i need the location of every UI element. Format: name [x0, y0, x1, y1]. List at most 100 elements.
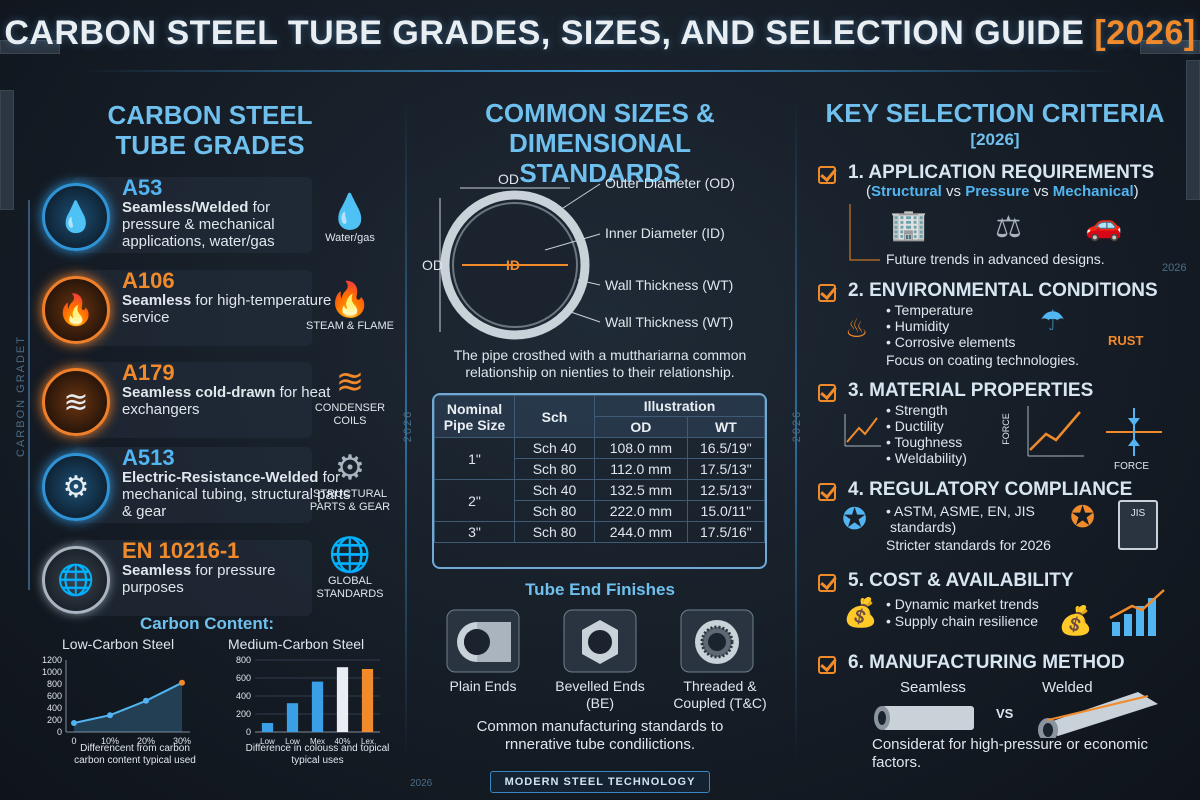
grade-a513: ⚙ A513 Electric-Resistance-Welded for me… — [42, 445, 372, 537]
criterion-bullet: • Dynamic market trends — [886, 596, 1039, 612]
force-graph-icon — [1027, 406, 1084, 457]
criterion-bullet: • Weldability) — [886, 450, 967, 466]
y-tick-label: 800 — [236, 655, 251, 665]
criterion-title: 1. APPLICATION REQUIREMENTS — [848, 162, 1155, 183]
finish-label-threaded: Threaded & Coupled (T&C) — [673, 678, 767, 711]
globe-icon: 🌐 — [42, 546, 110, 614]
page-title: CARBON STEEL TUBE GRADES, SIZES, AND SEL… — [4, 14, 1196, 52]
grade-name: A106 — [122, 268, 175, 293]
leader-line — [564, 309, 601, 323]
table-cell-wt: 17.5/13" — [686, 458, 765, 480]
criteria-heading: KEY SELECTION CRITERIA — [825, 98, 1165, 128]
table-cell-nps: 3" — [434, 521, 515, 543]
grade-en10216: 🌐 EN 10216-1 Seamless for pressure purpo… — [42, 538, 372, 630]
y-tick-label: 400 — [47, 703, 62, 713]
checkbox-icon — [818, 483, 836, 501]
table-header-illustration: Illustration — [594, 395, 765, 417]
title-underline — [80, 70, 1120, 72]
x-tick-label: 40% — [334, 737, 350, 746]
table-header-od: OD — [594, 416, 688, 438]
bottom-tag: MODERN STEEL TECHNOLOGY — [490, 771, 710, 793]
low-carbon-chart: 1200 1000 800 600 400 200 00 10% 20% 30% — [42, 655, 191, 746]
table-cell-od: 108.0 mm — [594, 437, 688, 459]
heat-icon: ♨ — [845, 313, 869, 343]
table-cell-wt: 15.0/11" — [686, 500, 765, 522]
criterion-subtitle: (Structural vs Pressure vs Mechanical) — [866, 183, 1139, 200]
checkbox-icon — [818, 284, 836, 302]
table-cell-sch: Sch 80 — [514, 500, 595, 522]
plain-end-icon — [446, 609, 520, 673]
gears-icon: ⚙ — [334, 449, 366, 487]
checkbox-icon — [818, 574, 836, 592]
criterion-note: Stricter standards for 2026 — [886, 537, 1051, 553]
table-header-sch: Sch — [514, 395, 595, 438]
grade-name: A179 — [122, 360, 175, 385]
leader-line — [577, 279, 601, 286]
growth-bars-icon — [1109, 589, 1165, 636]
application-condenser: ≋ CONDENSER COILS — [305, 362, 395, 428]
water-drops-icon: 💧 — [328, 193, 372, 231]
leader-line — [559, 183, 601, 211]
buildings-icon: 🏢 — [890, 209, 928, 242]
leader-line — [544, 233, 601, 251]
valve-icon: ⚖ — [995, 211, 1022, 244]
column-divider — [405, 100, 407, 760]
grade-description: Seamless cold-drawn for heat exchangers — [122, 384, 331, 418]
table-header-nps: Nominal Pipe Size — [434, 395, 515, 438]
seamless-tube-icon — [874, 706, 974, 730]
data-point — [71, 720, 77, 726]
inner-diameter-label: Inner Diameter (ID) — [605, 225, 725, 241]
finishes-heading: Tube End Finishes — [525, 580, 675, 599]
side-label: 2026 — [402, 409, 415, 443]
line-area-fill — [74, 682, 182, 732]
side-label: 2026 — [791, 409, 804, 443]
certificate-badge-icon: ✪ — [842, 503, 868, 536]
carbon-content-heading: Carbon Content: — [140, 614, 275, 633]
checkbox-icon — [818, 166, 836, 184]
vs-label: VS — [996, 706, 1014, 721]
low-carbon-caption: Differencent from carbon carbon content … — [74, 743, 196, 766]
decor-pipe — [0, 40, 60, 54]
diagram-note: The pipe crosthed with a mutthariarna co… — [453, 347, 747, 380]
y-tick-label: 400 — [236, 691, 251, 701]
jis-label: JIS — [1130, 508, 1146, 519]
bar — [286, 703, 299, 732]
medium-carbon-caption: Difference in colouss and topical typica… — [245, 743, 390, 766]
force-axis-label: FORCE — [1000, 413, 1011, 445]
pipe-cross-section-diagram: OD OD ID Outer Diameter (OD) Inner Diame… — [422, 171, 735, 340]
x-tick-label: 30% — [173, 736, 191, 746]
bar — [311, 681, 324, 732]
manufacturing-standards-note: Common manufacturing standards to rnnera… — [476, 718, 724, 753]
criterion-bullet: • Strength — [886, 402, 948, 418]
y-tick-label: 0 — [246, 727, 251, 737]
force-axis-label: FORCE — [1114, 461, 1149, 472]
side-label: 2026 — [1162, 262, 1187, 274]
finish-label-bevelled: Bevelled Ends (BE) — [555, 678, 645, 711]
table-cell-nps: 2" — [434, 479, 515, 522]
grade-a53: 💧 A53 Seamless/Welded for pressure & mec… — [42, 175, 372, 267]
jis-document-icon: JIS — [1118, 500, 1158, 550]
gear-icon: ⚙ — [42, 453, 110, 521]
sizes-heading: COMMON SIZES & DIMENSIONAL STANDARDS — [485, 98, 715, 188]
money-bag-icon: 💰 — [843, 597, 878, 628]
grade-name: EN 10216-1 — [122, 538, 240, 563]
grade-name: A53 — [122, 175, 163, 200]
finish-label-plain: Plain Ends — [449, 678, 517, 694]
application-global: 🌐 GLOBAL STANDARDS — [305, 535, 395, 601]
id-label: ID — [506, 257, 520, 273]
od-top-label: OD — [498, 171, 519, 187]
table-row: 2" Sch 40 132.5 mm 12.5/13" — [434, 479, 765, 522]
grade-spine — [28, 200, 30, 590]
table-cell-sch: Sch 80 — [514, 521, 595, 543]
criterion-title: 2. ENVIRONMENTAL CONDITIONS — [848, 280, 1158, 301]
bar — [336, 667, 349, 732]
pipe-size-table: Nominal Pipe Size Sch Illustration OD WT… — [432, 393, 767, 569]
series-line — [73, 681, 183, 724]
x-tick-label: Lex — [361, 737, 374, 746]
award-badge-icon: ✪ — [1070, 501, 1096, 534]
rain-cloud-icon: ☂ — [1040, 305, 1066, 336]
table-header-wt: WT — [686, 416, 765, 438]
table-cell-sch: Sch 40 — [514, 437, 595, 459]
table-cell-od: 112.0 mm — [594, 458, 688, 480]
criterion-bullet: standards) — [890, 519, 957, 535]
